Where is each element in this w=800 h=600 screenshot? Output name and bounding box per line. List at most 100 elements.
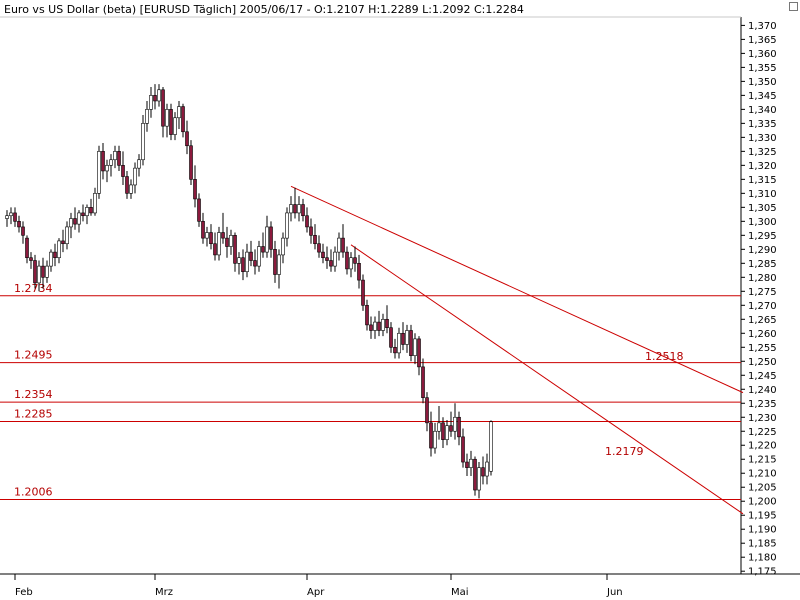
candle <box>277 249 281 289</box>
candle <box>185 120 189 155</box>
candle <box>249 240 253 267</box>
candle-body-down <box>33 260 37 284</box>
candle <box>81 204 85 222</box>
candle <box>161 86 165 138</box>
candle <box>413 333 417 365</box>
candle <box>145 100 149 132</box>
candle-body-up <box>205 232 209 239</box>
chart-title: Euro vs US Dollar (beta) [EURUSD Täglich… <box>4 3 524 16</box>
candle-body-up <box>485 461 489 477</box>
candle-body-up <box>297 204 301 214</box>
candle <box>253 249 257 275</box>
candle <box>257 240 261 272</box>
candle <box>289 196 293 222</box>
candle-body-down <box>345 251 349 270</box>
candle <box>125 170 129 199</box>
candle-body-down <box>365 304 369 326</box>
candle-body-up <box>373 321 377 331</box>
candle <box>441 417 445 449</box>
trend-label: 1.2518 <box>645 350 684 363</box>
candle <box>113 145 117 169</box>
candle-body-down <box>317 243 321 253</box>
trend-line <box>350 244 744 515</box>
candle-body-up <box>229 235 233 247</box>
candle-body-up <box>289 204 293 214</box>
candle-body-up <box>145 109 149 124</box>
y-tick-label: 1,290 <box>748 245 777 256</box>
candle <box>105 159 109 183</box>
y-tick-label: 1,260 <box>748 329 777 340</box>
candle <box>353 246 357 272</box>
candle <box>69 212 73 239</box>
candle <box>281 232 285 264</box>
candle <box>141 114 145 166</box>
candle-body-up <box>433 430 437 449</box>
candle-body-up <box>97 151 101 194</box>
candle <box>153 84 157 110</box>
candle <box>41 257 45 289</box>
candle-body-down <box>321 251 325 259</box>
candle <box>309 218 313 244</box>
candle-body-down <box>161 89 165 127</box>
candle <box>301 198 305 222</box>
candle-body-up <box>413 338 417 356</box>
level-label: 1.2495 <box>14 349 53 362</box>
candle-body-up <box>133 167 137 186</box>
candle-body-up <box>165 109 169 127</box>
trend-lines: 1.2518 1.2179 <box>290 185 744 515</box>
candle-body-down <box>353 257 357 264</box>
trend-label: 1.2179 <box>605 445 644 458</box>
candle-body-up <box>405 330 409 345</box>
candle-body-down <box>473 458 477 491</box>
candle <box>165 103 169 138</box>
candle <box>213 232 217 261</box>
candle-body-down <box>13 212 17 222</box>
window-corner-button[interactable] <box>789 2 798 11</box>
candle <box>169 103 173 141</box>
candle <box>197 193 201 227</box>
candle-body-down <box>461 436 465 463</box>
candle-body-down <box>181 106 185 133</box>
candle <box>101 142 105 180</box>
candle <box>85 204 89 225</box>
candle-body-down <box>89 207 93 214</box>
candle <box>37 260 41 292</box>
y-tick-label: 1,180 <box>748 553 777 564</box>
candle <box>405 324 409 353</box>
candle-body-down <box>401 332 405 345</box>
candle-body-up <box>157 89 161 102</box>
y-tick-label: 1,320 <box>748 161 777 172</box>
candle <box>133 162 137 194</box>
candle <box>181 103 185 138</box>
candle-body-down <box>293 204 297 214</box>
x-tick-label: Feb <box>15 587 33 598</box>
candle <box>21 221 25 244</box>
candle-body-down <box>17 221 21 228</box>
candle <box>297 196 301 222</box>
candle-body-up <box>333 251 337 267</box>
candles <box>5 84 493 499</box>
candle <box>325 246 329 269</box>
candle-body-down <box>225 237 229 247</box>
candle <box>349 252 353 278</box>
candle-body-down <box>361 279 365 306</box>
candle <box>337 232 341 261</box>
trend-line <box>290 185 744 394</box>
candle <box>229 229 233 255</box>
candle-body-up <box>105 165 109 172</box>
candle <box>401 322 405 351</box>
candle <box>273 240 277 283</box>
candle-body-down <box>309 226 313 236</box>
y-tick-label: 1,315 <box>748 175 777 186</box>
candle-body-down <box>385 318 389 328</box>
y-tick-label: 1,300 <box>748 217 777 228</box>
candle-body-down <box>377 321 381 331</box>
candle <box>373 316 377 339</box>
candle-body-down <box>417 338 421 368</box>
y-tick-label: 1,240 <box>748 385 777 396</box>
candle <box>157 84 161 107</box>
candle-body-up <box>245 251 249 273</box>
y-tick-label: 1,175 <box>748 567 777 578</box>
candle <box>321 243 325 264</box>
